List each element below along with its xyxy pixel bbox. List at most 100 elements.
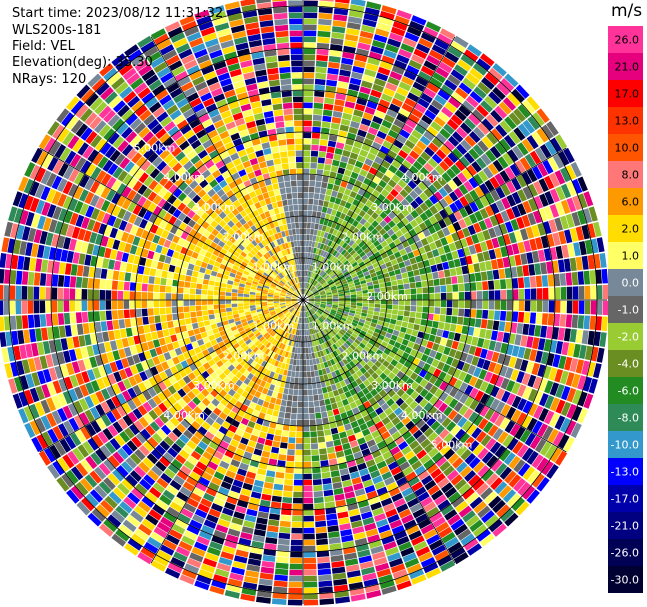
velocity-gate [315, 236, 320, 242]
velocity-gate [417, 231, 426, 240]
velocity-gate [374, 296, 381, 300]
velocity-gate [471, 336, 479, 346]
velocity-gate [334, 493, 345, 501]
velocity-gate [372, 280, 379, 285]
velocity-gate [319, 317, 324, 322]
velocity-gate [332, 294, 339, 297]
velocity-gate [432, 180, 443, 191]
velocity-gate [403, 310, 410, 317]
velocity-gate [407, 410, 417, 420]
velocity-gate [345, 331, 351, 338]
velocity-gate [326, 360, 332, 367]
velocity-gate [437, 111, 450, 123]
velocity-gate [424, 266, 432, 274]
velocity-gate [432, 409, 443, 420]
velocity-gate [375, 72, 389, 82]
velocity-gate [443, 448, 455, 460]
velocity-gate [343, 324, 350, 329]
velocity-gate [535, 350, 543, 363]
velocity-gate [560, 199, 571, 214]
velocity-gate [390, 359, 398, 367]
velocity-gate [348, 283, 355, 288]
velocity-gate [459, 334, 467, 343]
velocity-gate [323, 361, 329, 368]
velocity-gate [325, 85, 337, 93]
velocity-gate [305, 276, 308, 283]
velocity-gate [459, 257, 467, 266]
velocity-gate [452, 413, 463, 424]
velocity-gate [406, 26, 422, 37]
velocity-gate [277, 392, 283, 400]
velocity-gate [327, 525, 339, 533]
velocity-gate [324, 309, 330, 314]
velocity-gate [342, 235, 349, 242]
velocity-gate [338, 225, 345, 233]
velocity-gate [343, 271, 350, 276]
velocity-gate [314, 293, 320, 297]
velocity-gate [207, 304, 214, 310]
velocity-gate [552, 260, 559, 273]
velocity-gate [310, 431, 317, 438]
velocity-gate [555, 384, 565, 399]
velocity-gate [463, 538, 479, 551]
velocity-gate [324, 435, 333, 442]
velocity-gate [452, 221, 462, 232]
velocity-gate [298, 377, 303, 384]
velocity-gate [344, 101, 356, 109]
velocity-gate [311, 217, 316, 223]
velocity-gate [409, 400, 419, 410]
velocity-gate [361, 327, 369, 333]
velocity-gate [412, 81, 426, 92]
velocity-gate [310, 285, 314, 291]
velocity-gate [422, 259, 430, 268]
velocity-gate [123, 291, 130, 300]
velocity-gate [282, 497, 293, 504]
velocity-gate [356, 345, 364, 352]
velocity-gate [496, 82, 510, 96]
velocity-gate [537, 162, 549, 177]
velocity-gate [405, 118, 417, 129]
velocity-gate [334, 223, 341, 231]
velocity-gate [319, 350, 325, 357]
velocity-gate [465, 95, 479, 108]
velocity-gate [362, 289, 369, 294]
velocity-gate [415, 312, 422, 319]
velocity-gate [328, 61, 340, 69]
velocity-gate [51, 300, 58, 313]
velocity-gate [279, 520, 291, 528]
velocity-gate [334, 2, 350, 10]
velocity-gate [443, 406, 453, 417]
velocity-gate [364, 433, 374, 442]
velocity-gate [387, 441, 398, 450]
velocity-gate [428, 300, 435, 307]
velocity-gate [335, 362, 342, 369]
velocity-gate [429, 395, 439, 406]
velocity-gate [380, 300, 387, 305]
velocity-gate [415, 337, 423, 345]
velocity-gate [382, 360, 390, 368]
velocity-gate [507, 93, 521, 107]
velocity-gate [366, 232, 374, 240]
velocity-gate [371, 345, 378, 353]
velocity-gate [336, 400, 344, 408]
velocity-gate [219, 295, 226, 300]
velocity-gate [454, 199, 464, 210]
velocity-gate [536, 288, 543, 300]
velocity-gate [319, 243, 325, 250]
velocity-gate [547, 156, 559, 172]
velocity-gate [405, 387, 415, 396]
velocity-gate [328, 280, 334, 285]
velocity-gate [526, 417, 538, 432]
velocity-gate [463, 49, 479, 62]
velocity-gate [371, 364, 379, 372]
velocity-gate [410, 219, 419, 228]
velocity-gate [393, 59, 408, 70]
velocity-gate [280, 399, 287, 407]
velocity-gate [379, 465, 390, 475]
velocity-gate [232, 310, 239, 315]
velocity-gate [312, 273, 317, 279]
velocity-gate [431, 489, 444, 501]
velocity-gate [337, 374, 344, 382]
velocity-gate [343, 251, 350, 258]
velocity-gate [537, 338, 546, 351]
